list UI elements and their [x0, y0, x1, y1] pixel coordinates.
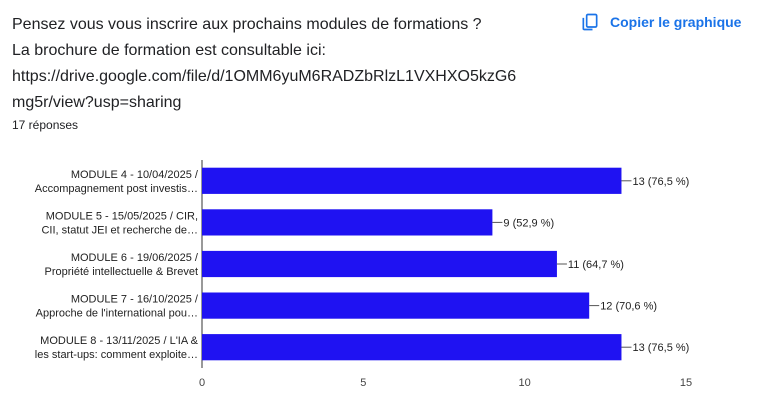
- data-label: 13 (76,5 %): [632, 342, 689, 354]
- question-line: Pensez vous vous inscrire aux prochains …: [12, 16, 482, 33]
- question-title: Pensez vous vous inscrire aux prochains …: [12, 12, 572, 116]
- x-tick-label: 5: [360, 377, 366, 389]
- category-label: Accompagnement post investis…: [35, 183, 198, 195]
- data-label: 13 (76,5 %): [632, 176, 689, 188]
- category-label: MODULE 5 - 15/05/2025 / CIR,: [46, 210, 198, 222]
- data-label: 9 (52,9 %): [503, 217, 554, 229]
- copy-chart-label: Copier le graphique: [610, 14, 742, 30]
- bar: [202, 209, 493, 236]
- bar: [202, 167, 622, 194]
- data-label: 12 (70,6 %): [600, 301, 657, 313]
- copy-icon: [582, 13, 598, 31]
- responses-count: 17 réponses: [12, 118, 79, 132]
- bar: [202, 250, 557, 278]
- bar: [202, 334, 622, 361]
- bar: [202, 292, 590, 319]
- category-label: MODULE 4 - 10/04/2025 /: [71, 169, 199, 181]
- question-link-line: mg5r/view?usp=sharing: [12, 94, 182, 111]
- x-tick-label: 10: [519, 377, 531, 389]
- category-label: Propriété intellectuelle & Brevet: [45, 266, 198, 278]
- copy-chart-button[interactable]: Copier le graphique: [580, 6, 741, 38]
- category-label: les start-ups: comment exploite…: [35, 349, 198, 361]
- data-label: 11 (64,7 %): [568, 259, 624, 271]
- category-label: MODULE 6 - 19/06/2025 /: [71, 252, 199, 264]
- category-label: Approche de l'international pou…: [36, 308, 198, 320]
- category-label: CII, statut JEI et recherche de…: [41, 224, 198, 236]
- x-tick-label: 15: [680, 377, 692, 389]
- category-label: MODULE 8 - 13/11/2025 / L'IA &: [40, 335, 198, 347]
- question-link-line: https://drive.google.com/file/d/1OMM6yuM…: [12, 68, 517, 85]
- category-label: MODULE 7 - 16/10/2025 /: [71, 294, 199, 306]
- question-line: La brochure de formation est consultable…: [12, 42, 326, 59]
- x-tick-label: 0: [199, 377, 205, 389]
